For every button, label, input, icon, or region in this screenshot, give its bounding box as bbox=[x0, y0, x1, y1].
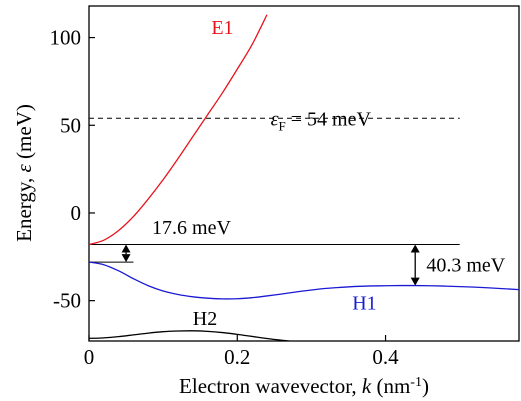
gap-small-arrow-head-top bbox=[121, 244, 131, 253]
gap-small-label: 17.6 meV bbox=[152, 217, 231, 239]
y-axis-title: Energy, ε (meV) bbox=[12, 104, 36, 242]
plot-frame bbox=[88, 5, 520, 342]
series-line-h1 bbox=[89, 261, 519, 300]
gap-large-arrow-head-top bbox=[410, 244, 420, 253]
x-axis-title: Electron wavevector, k (nm-1) bbox=[179, 374, 429, 398]
x-tick-label: 0 bbox=[84, 345, 95, 369]
annotation-labels: E1 H1 H2 17.6 meV 40.3 meV εF = 54 meV bbox=[152, 17, 506, 330]
series-label-e1: E1 bbox=[211, 17, 233, 39]
x-tick-label: 0.4 bbox=[372, 345, 399, 369]
gap-large-arrow-head-bottom bbox=[410, 277, 420, 286]
series-line-e1 bbox=[89, 14, 268, 246]
fermi-level-label: εF = 54 meV bbox=[271, 108, 372, 133]
gap-large-label: 40.3 meV bbox=[426, 255, 505, 277]
series-label-h1: H1 bbox=[352, 292, 376, 314]
band-curves bbox=[89, 14, 519, 341]
reference-lines bbox=[89, 117, 460, 263]
y-tick-label: 50 bbox=[60, 113, 81, 137]
x-tick-label: 0.2 bbox=[224, 345, 250, 369]
axis-ticks: 0 0.2 0.4 100 50 0 -50 bbox=[50, 26, 400, 369]
gap-arrows bbox=[121, 244, 420, 286]
y-tick-label: -50 bbox=[53, 289, 81, 313]
gap-small-arrow-head-bottom bbox=[121, 254, 131, 263]
series-line-h2 bbox=[89, 330, 290, 341]
y-tick-label: 100 bbox=[50, 26, 82, 50]
series-label-h2: H2 bbox=[193, 308, 217, 330]
y-tick-label: 0 bbox=[71, 201, 82, 225]
